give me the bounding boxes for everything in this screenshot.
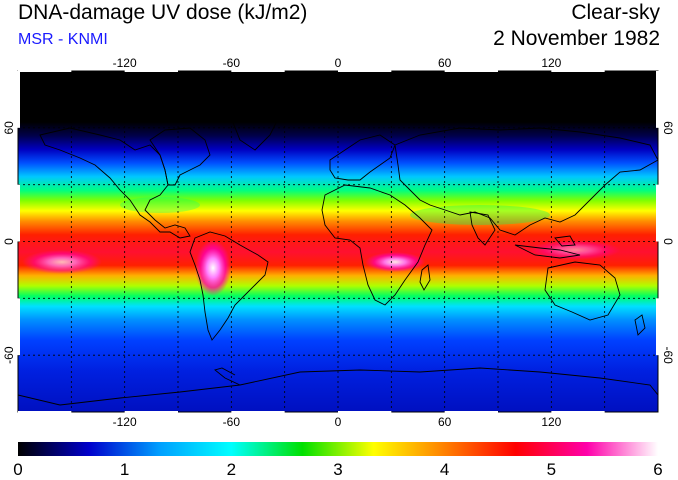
lon-tick-label: 120 [541, 415, 561, 429]
lon-tick-label: -60 [223, 415, 241, 429]
colorbar-label: 0 [13, 460, 22, 479]
lon-ticks-bottom: -120 -60 0 60 120 [113, 415, 562, 429]
colorbar-label: 6 [653, 460, 662, 479]
lon-tick-label: 60 [438, 56, 452, 70]
lat-tick-label: -60 [2, 346, 16, 364]
lon-tick-label: 0 [335, 56, 342, 70]
colorbar-label: 3 [333, 460, 342, 479]
date-label: 2 November 1982 [493, 27, 660, 50]
frame-bar [656, 184, 659, 242]
lat-tick-label: -60 [661, 346, 675, 364]
lon-tick-label: 120 [541, 56, 561, 70]
frame-bar [17, 184, 20, 242]
frame-bar [17, 71, 20, 128]
frame-bar [124, 69, 178, 72]
colorbar-label: 4 [440, 460, 449, 479]
lat-ticks-left: 60 0 -60 [2, 121, 16, 364]
lon-tick-label: -60 [223, 56, 241, 70]
lon-tick-label: -120 [113, 56, 137, 70]
lat-ticks-right: 60 0 -60 [661, 121, 675, 364]
lon-tick-label: 0 [335, 415, 342, 429]
colorbar-labels: 0 1 2 3 4 5 6 [13, 460, 662, 479]
lat-tick-label: 0 [661, 238, 675, 245]
colorbar [18, 442, 658, 456]
lat-tick-label: 60 [661, 121, 675, 135]
frame-bar [444, 411, 498, 414]
frame-bar [551, 411, 605, 414]
product-label: Clear-sky [571, 1, 660, 24]
frame-ticks [17, 69, 659, 414]
frame-bar [444, 69, 498, 72]
lon-ticks-top: -120 -60 0 60 120 [113, 56, 562, 70]
frame-bar [17, 298, 20, 356]
frame-bar [338, 411, 392, 414]
colorbar-label: 2 [227, 460, 236, 479]
frame-bar [338, 69, 392, 72]
lat-tick-label: 60 [2, 121, 16, 135]
colorbar-label: 1 [120, 460, 129, 479]
lon-tick-label: 60 [438, 415, 452, 429]
frame-bar [18, 69, 72, 72]
lat-tick-label: 0 [2, 238, 16, 245]
frame-bar [231, 69, 285, 72]
frame-bar [124, 411, 178, 414]
lon-tick-label: -120 [113, 415, 137, 429]
graticule [18, 71, 658, 412]
frame-bar [551, 69, 605, 72]
frame-bar [231, 411, 285, 414]
source-label: MSR - KNMI [18, 31, 108, 48]
frame-bar [656, 71, 659, 128]
colorbar-label: 5 [547, 460, 556, 479]
map-title: DNA-damage UV dose (kJ/m2) [18, 1, 308, 24]
frame-bar [18, 411, 72, 414]
frame-bar [656, 298, 659, 356]
